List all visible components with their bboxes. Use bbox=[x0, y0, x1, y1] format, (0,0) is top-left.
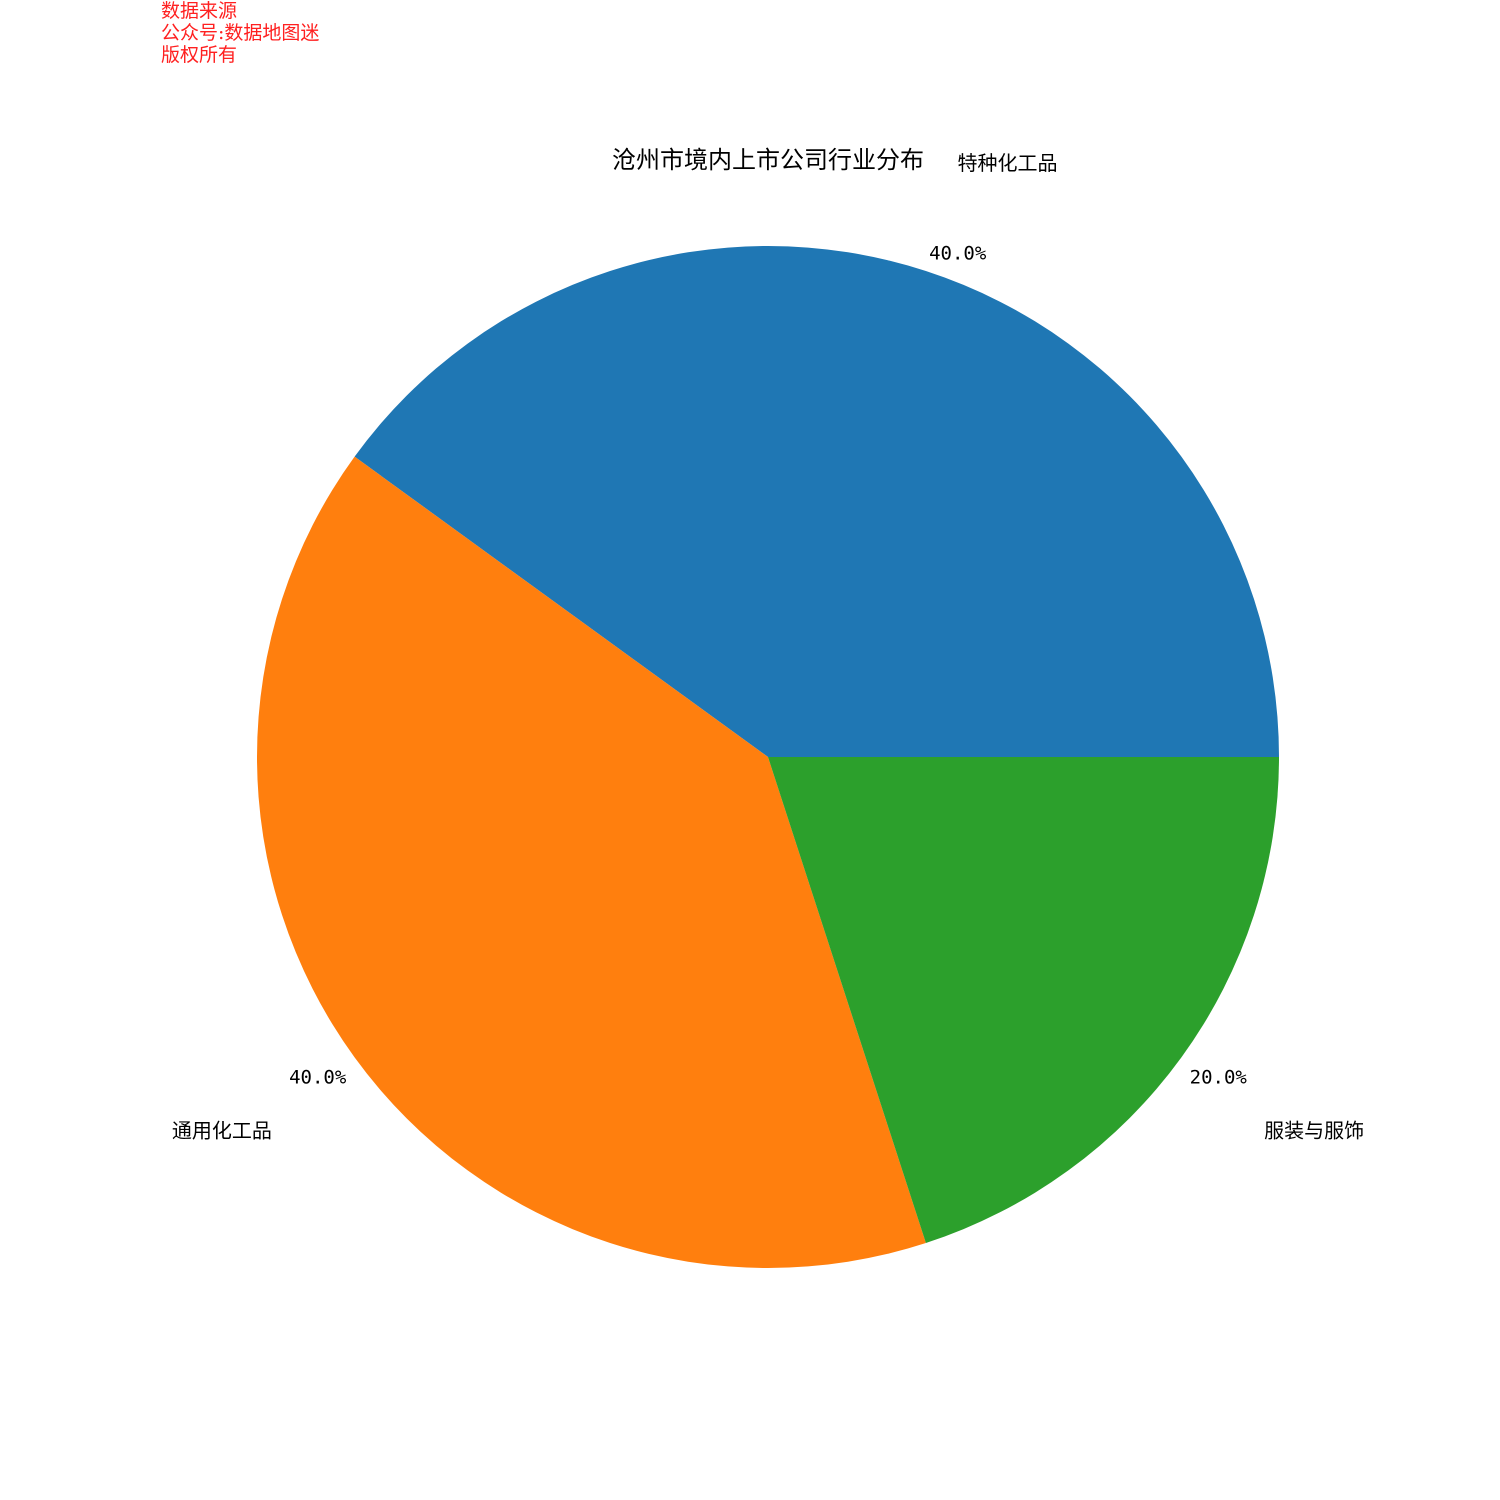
pie-slice bbox=[257, 456, 926, 1268]
pie-slices bbox=[257, 246, 1280, 1268]
watermark: 数据来源 公众号:数据地图迷 版权所有 bbox=[161, 0, 319, 66]
pie-percent-label: 20.0% bbox=[1190, 1066, 1248, 1088]
watermark-line-account: 公众号:数据地图迷 bbox=[161, 22, 320, 44]
pie-slice bbox=[768, 757, 1279, 1243]
pie-percent-label: 40.0% bbox=[929, 242, 987, 264]
pie-category-label: 特种化工品 bbox=[957, 151, 1057, 175]
watermark-line-source: 数据来源 bbox=[161, 0, 238, 22]
pie-category-label: 通用化工品 bbox=[172, 1118, 272, 1142]
pie-percent-label: 40.0% bbox=[289, 1066, 347, 1088]
chart-title: 沧州市境内上市公司行业分布 bbox=[612, 146, 924, 174]
pie-slice bbox=[354, 246, 1280, 758]
watermark-line-copyright: 版权所有 bbox=[161, 44, 238, 66]
pie-labels: 40.0% 特种化工品 40.0% 通用化工品 20.0% 服装与服饰 bbox=[172, 151, 1364, 1143]
pie-category-label: 服装与服饰 bbox=[1264, 1118, 1364, 1142]
